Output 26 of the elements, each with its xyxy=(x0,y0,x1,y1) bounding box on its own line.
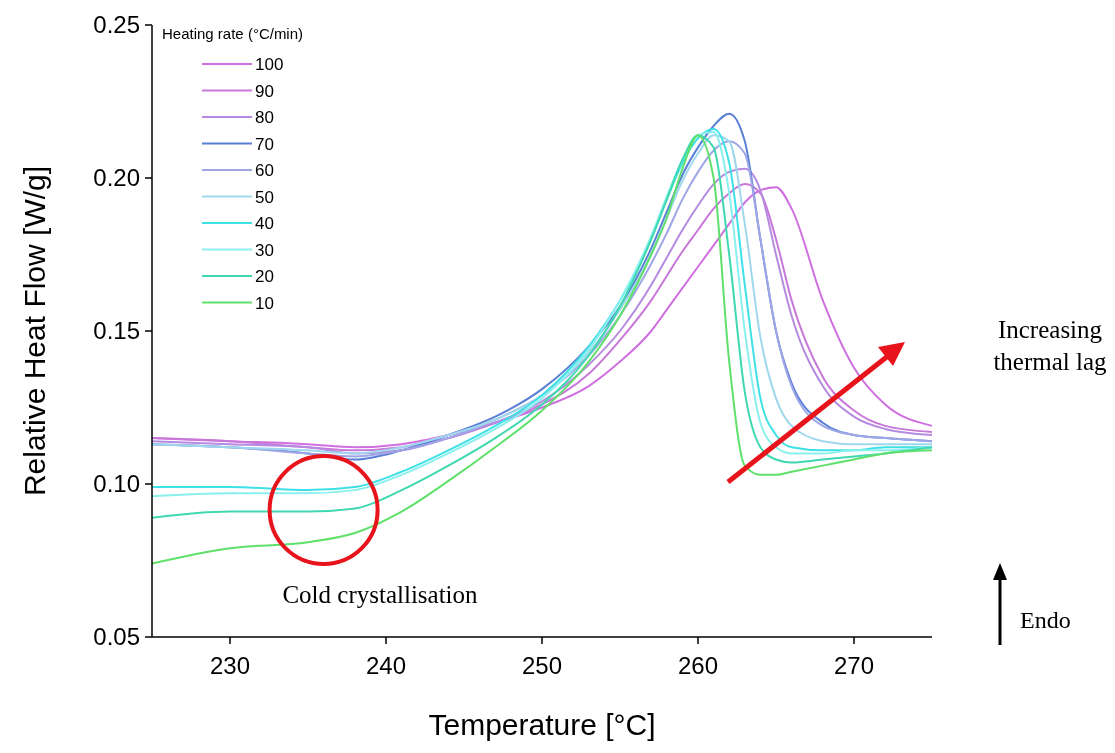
y-tick-label: 0.15 xyxy=(93,317,140,344)
legend-label: 40 xyxy=(255,214,274,233)
annotation: Cold crystallisation xyxy=(282,581,479,608)
y-axis-title: Relative Heat Flow [W/g] xyxy=(18,165,51,497)
y-tick-label: 0.20 xyxy=(93,164,140,191)
y-tick-label: 0.10 xyxy=(93,470,140,497)
x-tick-label: 250 xyxy=(521,652,563,679)
legend-label: 10 xyxy=(255,293,274,313)
legend-label: 80 xyxy=(255,108,274,127)
text: Increasing thermal lag xyxy=(993,316,1108,375)
x-tick-label: 270 xyxy=(833,652,875,679)
x-tick-label: 240 xyxy=(365,652,407,679)
legend-label: 100 xyxy=(255,55,284,74)
y-tick-label: 0.25 xyxy=(93,11,140,38)
x-axis-title: Temperature [°C] xyxy=(428,708,656,741)
legend-label: 20 xyxy=(255,267,274,286)
x-tick-label: 230 xyxy=(209,652,251,679)
y-tick-label: 0.05 xyxy=(93,623,140,650)
text: Endo xyxy=(1020,607,1071,633)
legend-label: 70 xyxy=(255,134,274,154)
legend-label: 60 xyxy=(255,161,274,180)
legend-label: 90 xyxy=(255,81,274,101)
legend-title: Heating rate (°C/min) xyxy=(162,25,304,42)
x-tick-label: 260 xyxy=(677,652,719,679)
legend-label: 30 xyxy=(255,240,274,260)
legend-label: 50 xyxy=(255,187,274,207)
